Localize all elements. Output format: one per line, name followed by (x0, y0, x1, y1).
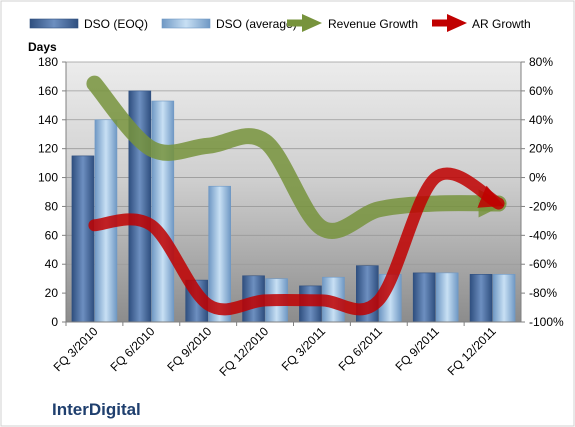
left-tick-label: 160 (38, 84, 58, 98)
left-tick-label: 0 (51, 315, 58, 329)
right-axis-ticks: -100% -80% -60% -40% -20% 0% 20% 40% 60% 80% (521, 55, 564, 329)
legend-arrow-ar-growth (447, 14, 467, 32)
left-tick-label: 60 (45, 228, 59, 242)
company-name: InterDigital (52, 400, 141, 419)
legend-label-ar-growth: AR Growth (472, 17, 531, 31)
left-tick-label: 40 (45, 257, 59, 271)
left-tick-label: 120 (38, 142, 58, 156)
left-tick-label: 180 (38, 55, 58, 69)
right-tick-label: -60% (529, 257, 557, 271)
legend-swatch-dso-eoq (29, 18, 79, 29)
legend-item-dso-eoq: DSO (EOQ) (29, 17, 148, 31)
left-tick-label: 20 (45, 286, 59, 300)
right-tick-label: 20% (529, 142, 553, 156)
chart-legend: DSO (EOQ) DSO (average) Revenue Growth A… (29, 14, 531, 32)
right-tick-label: -40% (529, 228, 557, 242)
lines-layer (86, 75, 507, 316)
legend-label-dso-eoq: DSO (EOQ) (84, 17, 148, 31)
legend-item-revenue-growth: Revenue Growth (287, 14, 418, 32)
legend-swatch-dso-average (161, 18, 211, 29)
right-tick-label: -100% (529, 315, 564, 329)
legend-item-dso-average: DSO (average) (161, 17, 297, 31)
left-tick-label: 80 (45, 199, 59, 213)
right-tick-label: -80% (529, 286, 557, 300)
bar-dso-eoq (412, 272, 436, 323)
legend-arrow-revenue-growth (302, 14, 322, 32)
y-axis-title: Days (28, 40, 57, 54)
bar-dso-average (435, 272, 459, 323)
right-tick-label: -20% (529, 199, 557, 213)
legend-label-revenue-growth: Revenue Growth (328, 17, 418, 31)
left-tick-label: 100 (38, 171, 58, 185)
right-tick-label: 80% (529, 55, 553, 69)
left-tick-label: 140 (38, 113, 58, 127)
legend-label-dso-average: DSO (average) (216, 17, 297, 31)
bar-dso-eoq (71, 155, 95, 323)
right-tick-label: 0% (529, 171, 547, 185)
left-axis-ticks: 0 20 40 60 80 100 120 140 160 180 (38, 55, 66, 329)
right-tick-label: 60% (529, 84, 553, 98)
legend-item-ar-growth: AR Growth (432, 14, 531, 32)
bar-dso-average (492, 274, 516, 323)
right-tick-label: 40% (529, 113, 553, 127)
ar-growth-line (88, 167, 505, 316)
bar-dso-eoq (469, 274, 493, 323)
bar-dso-average (151, 100, 175, 323)
